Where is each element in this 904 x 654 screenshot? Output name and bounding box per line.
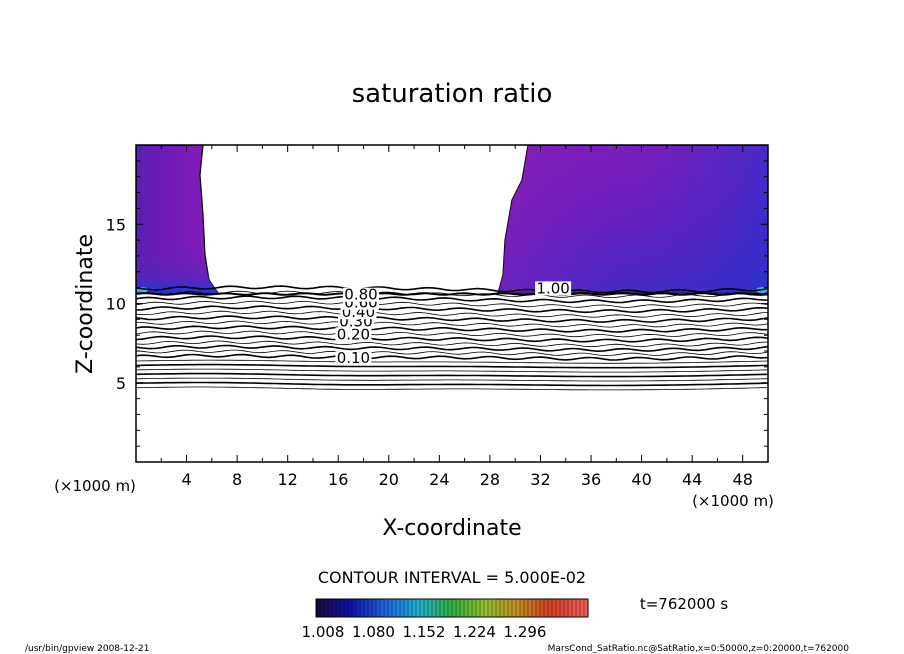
x-tick-label: 40: [631, 470, 651, 489]
contour-line: [136, 340, 768, 348]
contour-interval-text: CONTOUR INTERVAL = 5.000E-02: [318, 568, 586, 587]
contour-label: 0.80: [344, 286, 377, 304]
contour-line: [136, 386, 768, 391]
shaded-regions: [136, 145, 768, 294]
x-tick-label: 36: [581, 470, 601, 489]
contour-line: [136, 344, 768, 353]
contour-line: [136, 349, 768, 357]
x-tick-label: 4: [181, 470, 191, 489]
x-tick-label: 32: [530, 470, 550, 489]
x-tick-label: 24: [429, 470, 449, 489]
colorbar-gradient: [315, 598, 589, 618]
contour-line: [136, 335, 768, 343]
contour-line: [136, 285, 768, 294]
contour-label-bg: [535, 281, 572, 296]
contour-line: [136, 381, 768, 387]
contour-boundary-line: [136, 292, 768, 296]
contour-line: [136, 305, 768, 314]
colorbar-tick-label: 1.152: [403, 623, 446, 641]
time-label: t=762000 s: [640, 595, 728, 613]
x-tick-label: 28: [480, 470, 500, 489]
y-axis-label: Z-coordinate: [73, 234, 98, 374]
contour-label-bg: [335, 351, 372, 366]
contour-lines: [136, 285, 768, 391]
x-unit-left: (×1000 m): [54, 477, 136, 495]
contour-line: [136, 359, 768, 364]
contour-label-bg: [342, 287, 379, 302]
x-tick-label: 44: [682, 470, 702, 489]
x-tick-label: 12: [278, 470, 298, 489]
x-tick-label: 48: [733, 470, 753, 489]
contour-line: [136, 310, 768, 318]
footer-right: MarsCond_SatRatio.nc@SatRatio,x=0:50000,…: [548, 644, 850, 654]
colorbar: 1.008 1.080 1.152 1.224 1.296: [302, 598, 589, 641]
contour-line: [136, 315, 768, 323]
x-tick-label: 16: [328, 470, 348, 489]
y-tick-label: 15: [106, 215, 126, 234]
x-tick-label: 8: [232, 470, 242, 489]
contour-line: [136, 363, 768, 369]
colorbar-tick-label: 1.080: [352, 623, 395, 641]
contour-line: [136, 353, 768, 361]
x-unit-right: (×1000 m): [692, 492, 774, 510]
contour-line: [136, 325, 768, 333]
y-tick-label: 10: [106, 295, 126, 314]
right-region-shade: [498, 145, 768, 293]
contour-line: [136, 368, 768, 373]
contour-line: [136, 330, 768, 338]
colorbar-tick-label: 1.296: [504, 623, 547, 641]
colorbar-tick-label: 1.008: [302, 623, 345, 641]
contour-line: [136, 295, 768, 304]
contour-label: 0.20: [337, 325, 370, 343]
x-axis: 4 8 12 16 20 24 28 32 36 40 44 48: [160, 145, 753, 489]
contour-line: [136, 300, 768, 308]
x-axis-label: X-coordinate: [382, 516, 521, 541]
contour-line: [136, 320, 768, 328]
footer-left: /usr/bin/gpview 2008-12-21: [25, 644, 149, 654]
x-tick-label: 20: [379, 470, 399, 489]
contour-label: 0.10: [337, 349, 370, 367]
y-tick-label: 5: [116, 374, 126, 393]
colorbar-stripes: [319, 600, 585, 616]
left-region-shade: [136, 230, 218, 293]
chart-title: saturation ratio: [352, 79, 553, 109]
colorbar-tick-label: 1.224: [453, 623, 496, 641]
contour-labels: 0.100.200.300.400.600.80 1.00: [335, 279, 572, 367]
colorbar-labels: 1.008 1.080 1.152 1.224 1.296: [302, 623, 547, 641]
contour-line: [136, 377, 768, 382]
y-axis: 5 10 15: [106, 160, 768, 447]
contour-line: [136, 372, 768, 378]
contour-label: 1.00: [536, 279, 569, 297]
contour-label-bg: [335, 327, 372, 342]
